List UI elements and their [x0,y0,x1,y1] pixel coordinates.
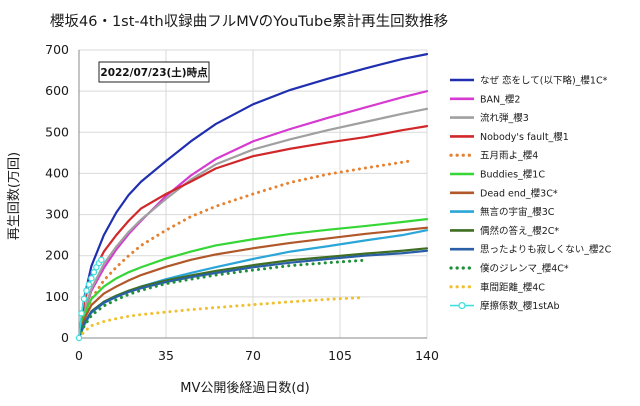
legend-label: 流れ弾_櫻3 [480,112,529,124]
legend-item: BAN_櫻2 [450,93,520,105]
legend-marker [458,301,466,310]
series-path [77,53,429,340]
series-path [77,107,429,340]
x-axis-label: MV公開後経過日数(d) [180,381,310,396]
legend-item: 流れ弾_櫻3 [450,112,529,124]
legend-label: Buddies_櫻1C [480,169,545,181]
legend-label: なぜ 恋をして(以下略)_櫻1C* [480,75,608,87]
data-point [83,287,90,294]
legend-item: 無言の宇宙_櫻3C [450,206,555,218]
x-tick-label: 0 [75,348,83,363]
legend-item: 摩擦係数_櫻1stAb [450,300,560,312]
legend-label: 摩擦係数_櫻1stAb [480,300,560,312]
legend: なぜ 恋をして(以下略)_櫻1C* BAN_櫻2 流れ弾_櫻3 Nobody's fa… [449,75,612,312]
series-path [77,159,412,340]
series-line [77,159,412,340]
data-point [98,256,105,264]
series-line [77,296,362,340]
data-point [80,295,88,303]
series-line [77,217,429,340]
series-path [77,249,429,340]
y-tick-label: 400 [45,165,69,180]
legend-label: 五月雨よ_櫻4 [480,150,538,162]
legend-item: 僕のジレンマ_櫻4C* [449,263,569,275]
y-tick-label: 600 [45,83,69,98]
series-line [77,249,429,340]
legend-item: 車間距離_櫻4C [449,281,545,293]
y-tick-label: 0 [61,330,69,345]
x-tick-label: 105 [328,348,352,363]
series-line [77,90,429,340]
legend-item: Dead end_櫻3C* [450,187,558,199]
data-point [78,310,85,317]
data-point [75,334,83,342]
series-path [77,296,362,340]
series-line [75,256,105,342]
y-tick-label: 500 [45,124,69,139]
y-tick-label: 300 [45,207,69,222]
annotation-box: 2022/07/23(土)時点 [98,61,210,83]
series-path [77,90,429,340]
y-axis-label: 再生回数(万回) [7,152,22,240]
x-ticks: 0 35 70 105 140 [75,348,439,363]
data-point [88,275,95,282]
legend-label: Nobody's fault_櫻1 [480,131,569,143]
legend-item: なぜ 恋をして(以下略)_櫻1C* [450,75,608,87]
legend-label: BAN_櫻2 [480,93,520,105]
legend-label: 僕のジレンマ_櫻4C* [480,263,569,275]
legend-item: Nobody's fault_櫻1 [450,131,569,143]
x-tick-label: 70 [245,348,261,363]
series-path [77,217,429,340]
y-tick-label: 100 [45,289,69,304]
legend-label: 車間距離_櫻4C [480,281,545,293]
series-line [77,258,367,340]
legend-label: 偶然の答え_櫻2C* [480,225,559,237]
series-line [77,107,429,340]
plot-area [78,49,428,339]
data-point [90,268,98,276]
legend-label: 無言の宇宙_櫻3C [480,206,555,218]
annotation-date: 2022/07/23(土)時点 [100,66,208,79]
legend-item: Buddies_櫻1C [450,169,545,181]
legend-item: 思ったよりも寂しくない_櫻2C [450,244,612,256]
x-tick-label: 35 [158,348,174,363]
data-point [85,281,93,288]
series-line [77,226,429,340]
chart-title: 櫻坂46・1st-4th収録曲フルMVのYouTube累計再生回数推移 [50,13,448,30]
y-tick-label: 700 [45,42,69,57]
x-tick-label: 140 [415,348,439,363]
legend-label: 思ったよりも寂しくない_櫻2C [480,244,612,256]
legend-item: 五月雨よ_櫻4 [449,150,538,162]
legend-label: Dead end_櫻3C* [480,187,558,199]
series-path [77,226,429,340]
series-path [77,258,367,340]
legend-item: 偶然の答え_櫻2C* [450,225,559,237]
series-group [75,53,429,342]
y-tick-label: 200 [45,248,69,263]
y-ticks: 0 100 200 300 400 500 600 700 [45,42,69,345]
series-line [77,53,429,340]
